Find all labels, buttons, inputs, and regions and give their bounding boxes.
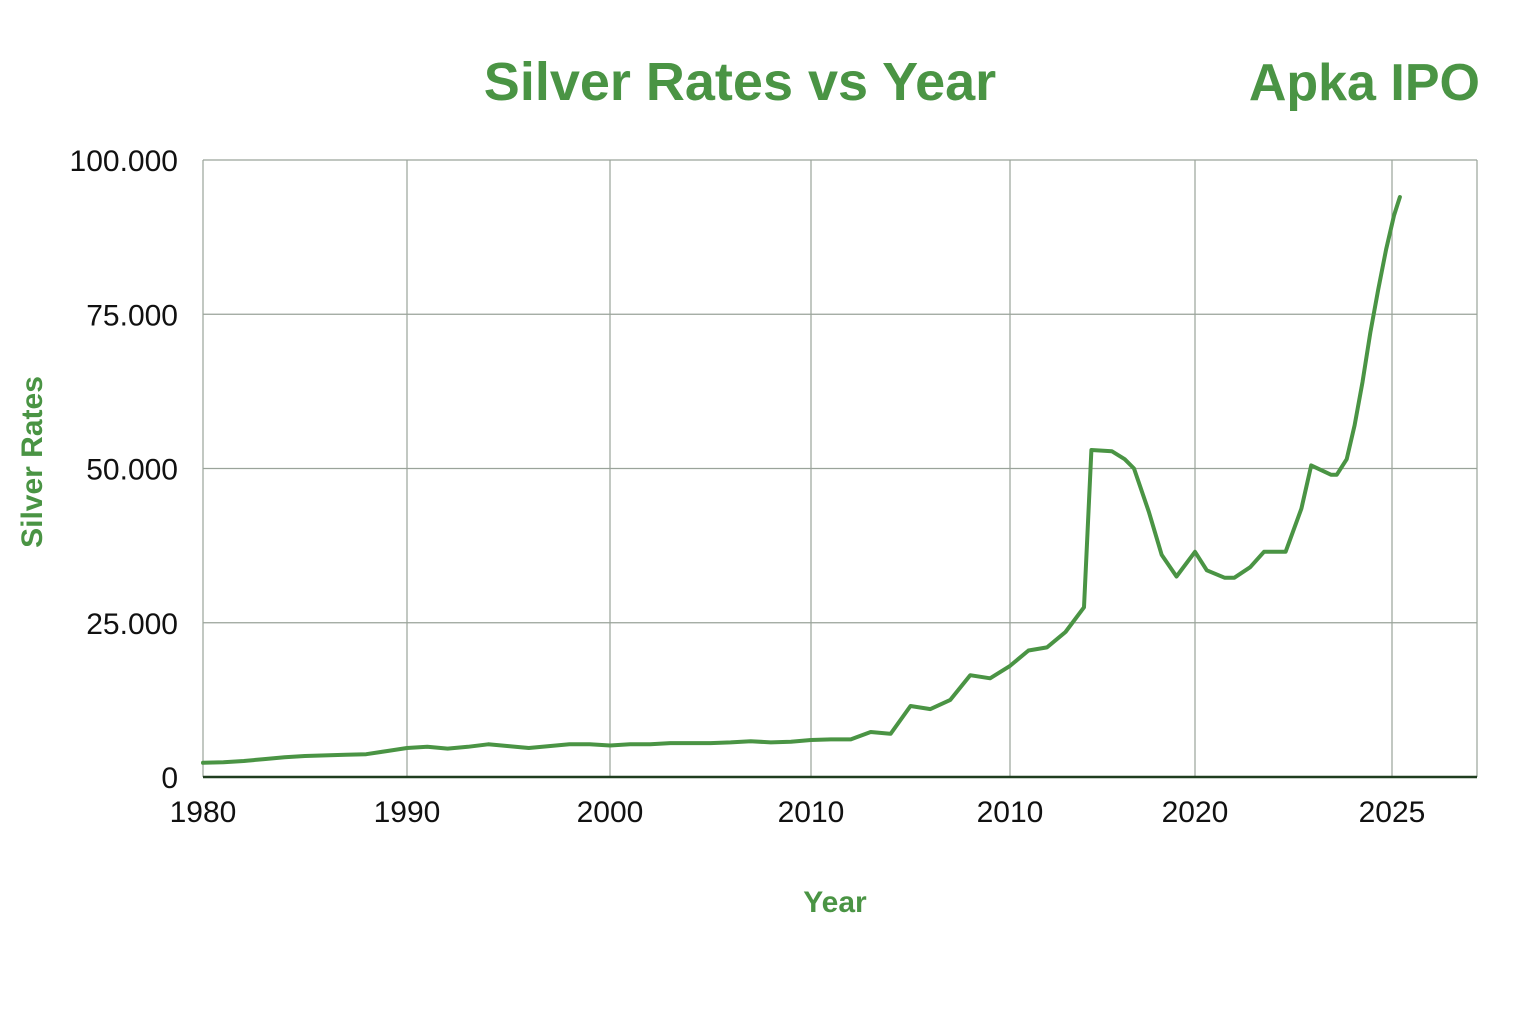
y-tick-label: 0 [161,762,178,795]
x-tick-label: 2000 [577,796,644,829]
y-tick-label: 75.000 [86,299,178,332]
y-tick-label: 50.000 [86,454,178,487]
y-tick-label: 25.000 [86,608,178,641]
x-tick-label: 2025 [1359,796,1426,829]
x-tick-label: 2020 [1162,796,1229,829]
brand-logo-text: Apka IPO [1249,54,1480,112]
x-tick-label: 2010 [778,796,845,829]
x-tick-label: 1980 [170,796,237,829]
x-axis-label: Year [803,886,867,919]
y-axis-ticks: 0 25.000 50.000 75.000 100.000 [70,145,178,795]
series-line-0 [201,195,1402,765]
x-tick-label: 1990 [374,796,441,829]
chart-grid [202,159,1478,777]
y-axis-label: Silver Rates [16,376,49,548]
chart-series [201,195,1402,765]
chart-title: Silver Rates vs Year [484,52,996,112]
x-axis-ticks: 1980 1990 2000 2010 2010 2020 2025 [170,796,1426,829]
x-tick-label: 2010 [977,796,1044,829]
y-tick-label: 100.000 [70,145,178,178]
